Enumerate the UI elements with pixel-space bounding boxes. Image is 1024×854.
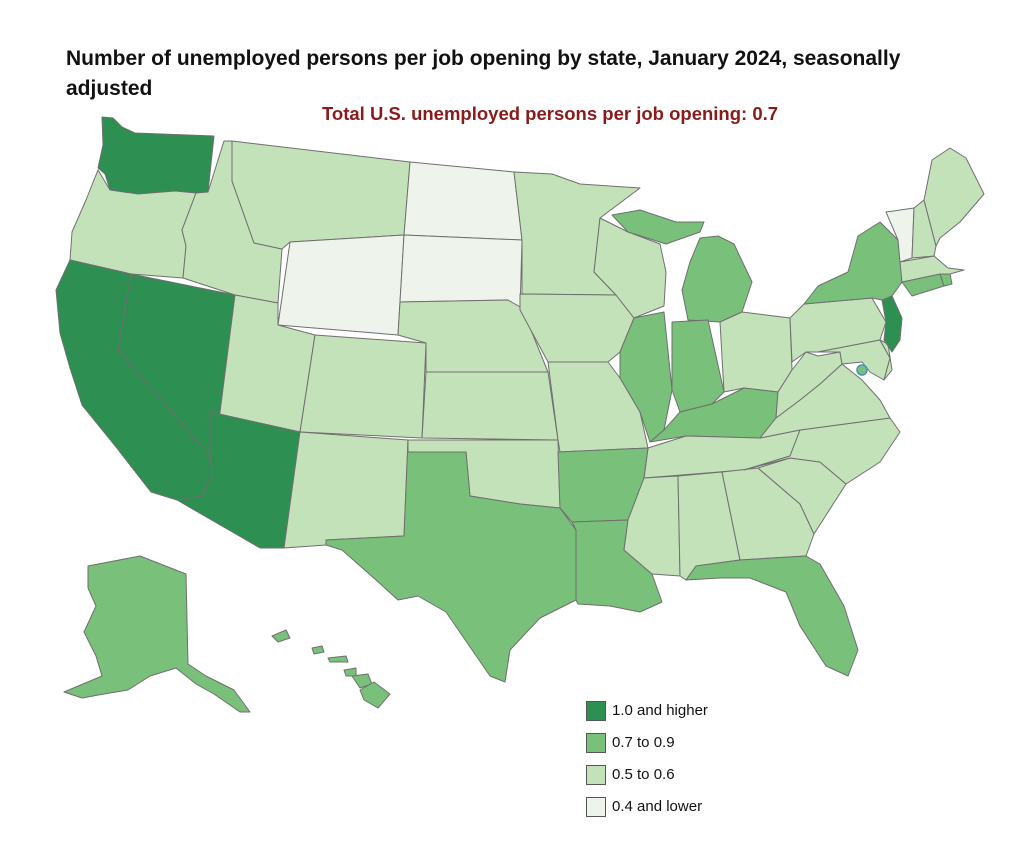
legend-label: 0.4 and lower bbox=[612, 798, 703, 815]
state-nd bbox=[403, 161, 523, 241]
state-vt bbox=[885, 207, 915, 263]
state-in bbox=[671, 319, 725, 413]
state-ny bbox=[803, 221, 903, 305]
state-oh bbox=[719, 311, 793, 393]
state-wi bbox=[593, 217, 667, 319]
page-subtitle: Total U.S. unemployed persons per job op… bbox=[322, 103, 779, 124]
state-mi bbox=[611, 209, 753, 323]
state-nm bbox=[283, 431, 409, 549]
page-title: Number of unemployed persons per job ope… bbox=[66, 47, 901, 100]
state-sd bbox=[399, 234, 523, 311]
state-fl bbox=[685, 555, 859, 677]
legend-label: 0.7 to 0.9 bbox=[612, 734, 675, 751]
state-wy bbox=[277, 234, 405, 336]
state-wa bbox=[97, 116, 215, 195]
legend-swatch bbox=[586, 733, 606, 753]
state-ak bbox=[63, 555, 251, 713]
state-hi bbox=[271, 629, 391, 709]
state-co bbox=[299, 334, 427, 439]
state-me bbox=[923, 147, 985, 247]
state-ks bbox=[421, 371, 559, 441]
legend-swatch bbox=[586, 701, 606, 721]
legend-label: 1.0 and higher bbox=[612, 702, 708, 719]
state-mo bbox=[547, 361, 649, 453]
state-dc bbox=[856, 364, 868, 376]
state-wv bbox=[775, 351, 843, 419]
state-mt bbox=[231, 140, 411, 250]
legend-label: 0.5 to 0.6 bbox=[612, 766, 675, 783]
state-nh bbox=[911, 199, 937, 259]
state-tx bbox=[325, 439, 577, 683]
legend-swatch bbox=[586, 765, 606, 785]
state-nc bbox=[743, 417, 901, 485]
legend-swatch bbox=[586, 797, 606, 817]
state-nj bbox=[881, 295, 903, 353]
state-ma bbox=[899, 255, 965, 283]
